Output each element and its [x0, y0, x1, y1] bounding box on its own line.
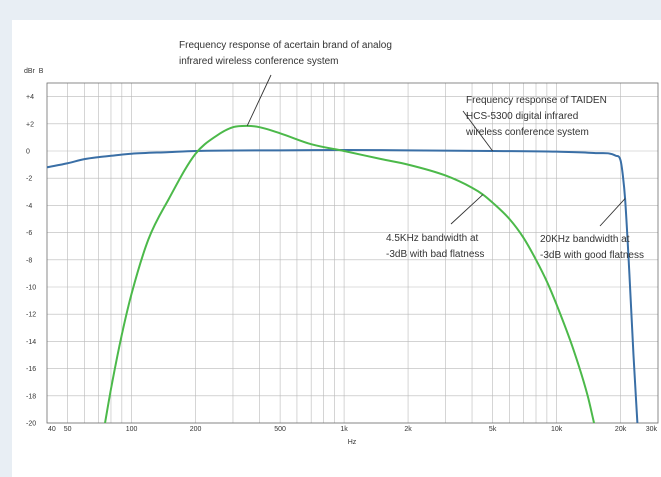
analog-response-curve — [104, 124, 596, 423]
annotation-text: Frequency response of acertain brand of … — [179, 40, 392, 51]
annotation-text: wireless conference system — [465, 127, 589, 138]
taiden-response-curve — [47, 149, 639, 423]
x-tick-label: 500 — [274, 426, 286, 433]
vertical-gridlines — [67, 83, 621, 423]
y-tick-label: -12 — [26, 312, 36, 319]
y-tick-label: -18 — [26, 393, 36, 400]
annotation-text: infrared wireless conference system — [179, 56, 339, 67]
x-tick-label: 20k — [615, 426, 627, 433]
annotation-text: Frequency response of TAIDEN — [466, 95, 607, 106]
y-tick-label: +2 — [26, 121, 34, 128]
x-tick-label: 100 — [126, 426, 138, 433]
y-axis-label: dBr B — [24, 68, 44, 75]
plot-background — [47, 83, 658, 423]
annotation-text: 4.5KHz bandwidth at — [386, 233, 479, 244]
annotation-leader-line — [450, 194, 484, 225]
annotation-leader-line — [462, 110, 493, 152]
x-tick-label: 200 — [190, 426, 202, 433]
annotation-leader-line — [599, 198, 626, 227]
y-tick-label: -14 — [26, 339, 36, 346]
y-tick-label: -6 — [26, 230, 32, 237]
x-tick-label: 10k — [551, 426, 563, 433]
x-tick-label: 50 — [64, 426, 72, 433]
annotation-leader-line — [246, 74, 272, 127]
y-tick-label: -8 — [26, 257, 32, 264]
x-tick-label: 2k — [404, 426, 412, 433]
x-tick-label: 30k — [646, 426, 658, 433]
y-tick-labels: +4 +2 0 -2 -4 -6 -8 -10 -12 -14 -16 -18 -20 — [26, 94, 36, 427]
y-tick-label: -20 — [26, 421, 36, 428]
plot-frame — [46, 82, 659, 424]
annotation-text: HCS-5300 digital infrared — [466, 111, 578, 122]
y-tick-label: +4 — [26, 94, 34, 101]
y-tick-label: -4 — [26, 203, 32, 210]
curves — [47, 124, 639, 423]
x-tick-label: 1k — [340, 426, 348, 433]
y-tick-label: -10 — [26, 285, 36, 292]
x-tick-label: 5k — [489, 426, 497, 433]
y-tick-label: -16 — [26, 366, 36, 373]
annotation-text: -3dB with bad flatness — [386, 249, 484, 260]
x-tick-label: 40 — [48, 426, 56, 433]
annotations: Frequency response of acertain brand of … — [179, 40, 644, 261]
x-axis-label: Hz — [348, 439, 357, 446]
annotation-text: 20KHz bandwidth at — [540, 234, 630, 245]
x-tick-labels: 40 50 100 200 500 1k 2k 5k 10k 20k 30k — [48, 426, 657, 433]
annotation-text: -3dB with good flatness — [540, 250, 644, 261]
y-tick-label: -2 — [26, 176, 32, 183]
y-tick-label: 0 — [26, 149, 30, 156]
